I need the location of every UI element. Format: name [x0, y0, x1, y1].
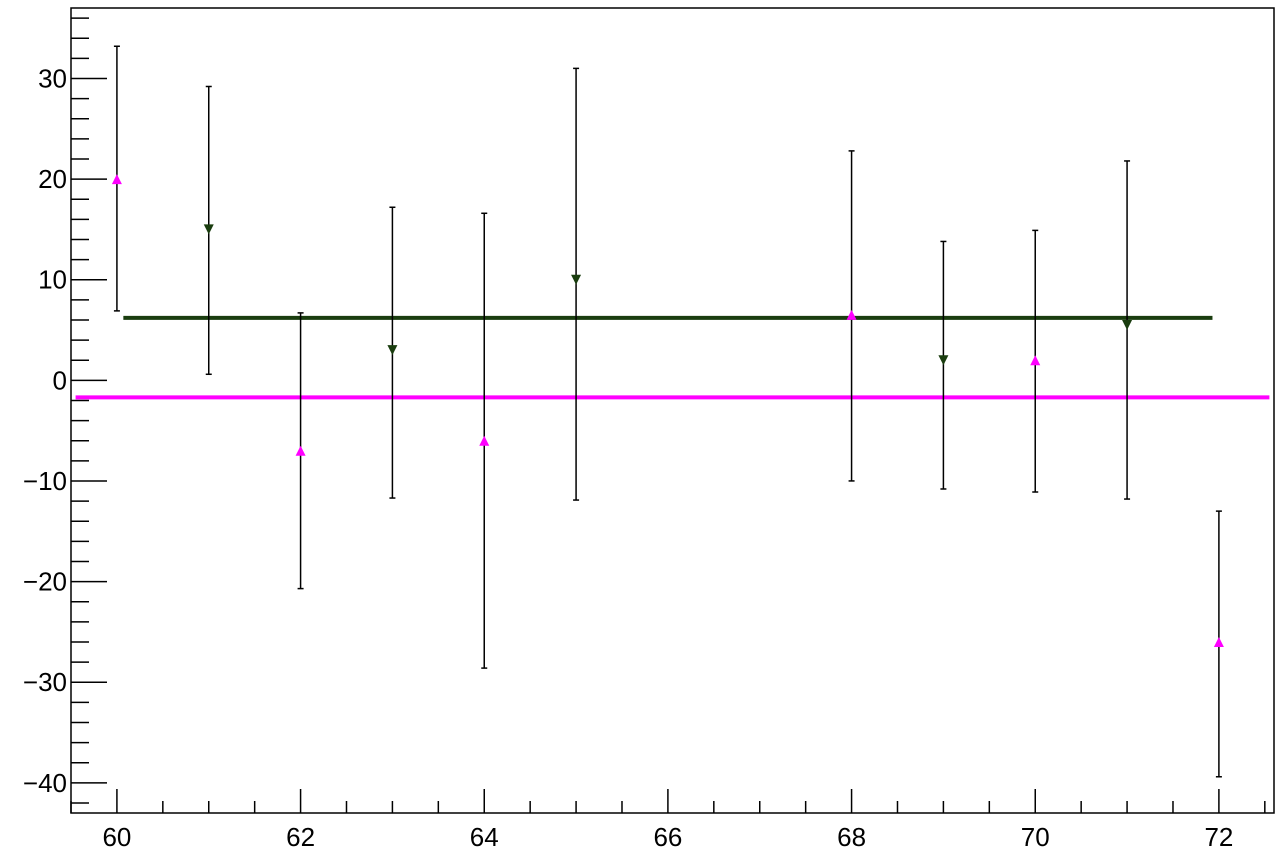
reference-lines [75, 315, 1270, 400]
data-point-marker [938, 355, 949, 366]
x-axis-ticks [70, 789, 1266, 813]
data-point-marker [1030, 355, 1041, 366]
x-axis-tick-labels: 60 62 64 66 68 70 72 [102, 822, 1233, 852]
y-tick-label: −20 [23, 567, 67, 597]
y-tick-label: −40 [23, 768, 67, 798]
x-tick-label: 66 [653, 822, 682, 852]
data-point-marker [387, 345, 398, 356]
y-tick-label: 20 [38, 164, 67, 194]
data-point-marker [1213, 636, 1224, 647]
data-point-marker [571, 274, 582, 285]
x-tick-label: 64 [470, 822, 499, 852]
data-markers [111, 174, 1224, 647]
x-tick-label: 68 [837, 822, 866, 852]
x-tick-label: 60 [102, 822, 131, 852]
data-point-marker [479, 435, 490, 446]
data-point-marker [111, 174, 122, 185]
y-tick-label: 30 [38, 63, 67, 93]
x-tick-label: 72 [1204, 822, 1233, 852]
plot-frame [70, 7, 1275, 814]
data-point-marker [1122, 319, 1133, 330]
y-axis-ticks [71, 17, 107, 804]
data-point-marker [295, 445, 306, 456]
x-tick-label: 62 [286, 822, 315, 852]
y-axis-tick-labels: −40 −30 −20 −10 0 10 20 30 [23, 63, 67, 797]
y-tick-label: 10 [38, 265, 67, 295]
data-point-marker [846, 309, 857, 320]
y-tick-label: −30 [23, 667, 67, 697]
data-point-marker [203, 224, 214, 235]
x-tick-label: 70 [1021, 822, 1050, 852]
y-tick-label: 0 [53, 365, 67, 395]
y-tick-label: −10 [23, 466, 67, 496]
error-bars [113, 45, 1222, 778]
